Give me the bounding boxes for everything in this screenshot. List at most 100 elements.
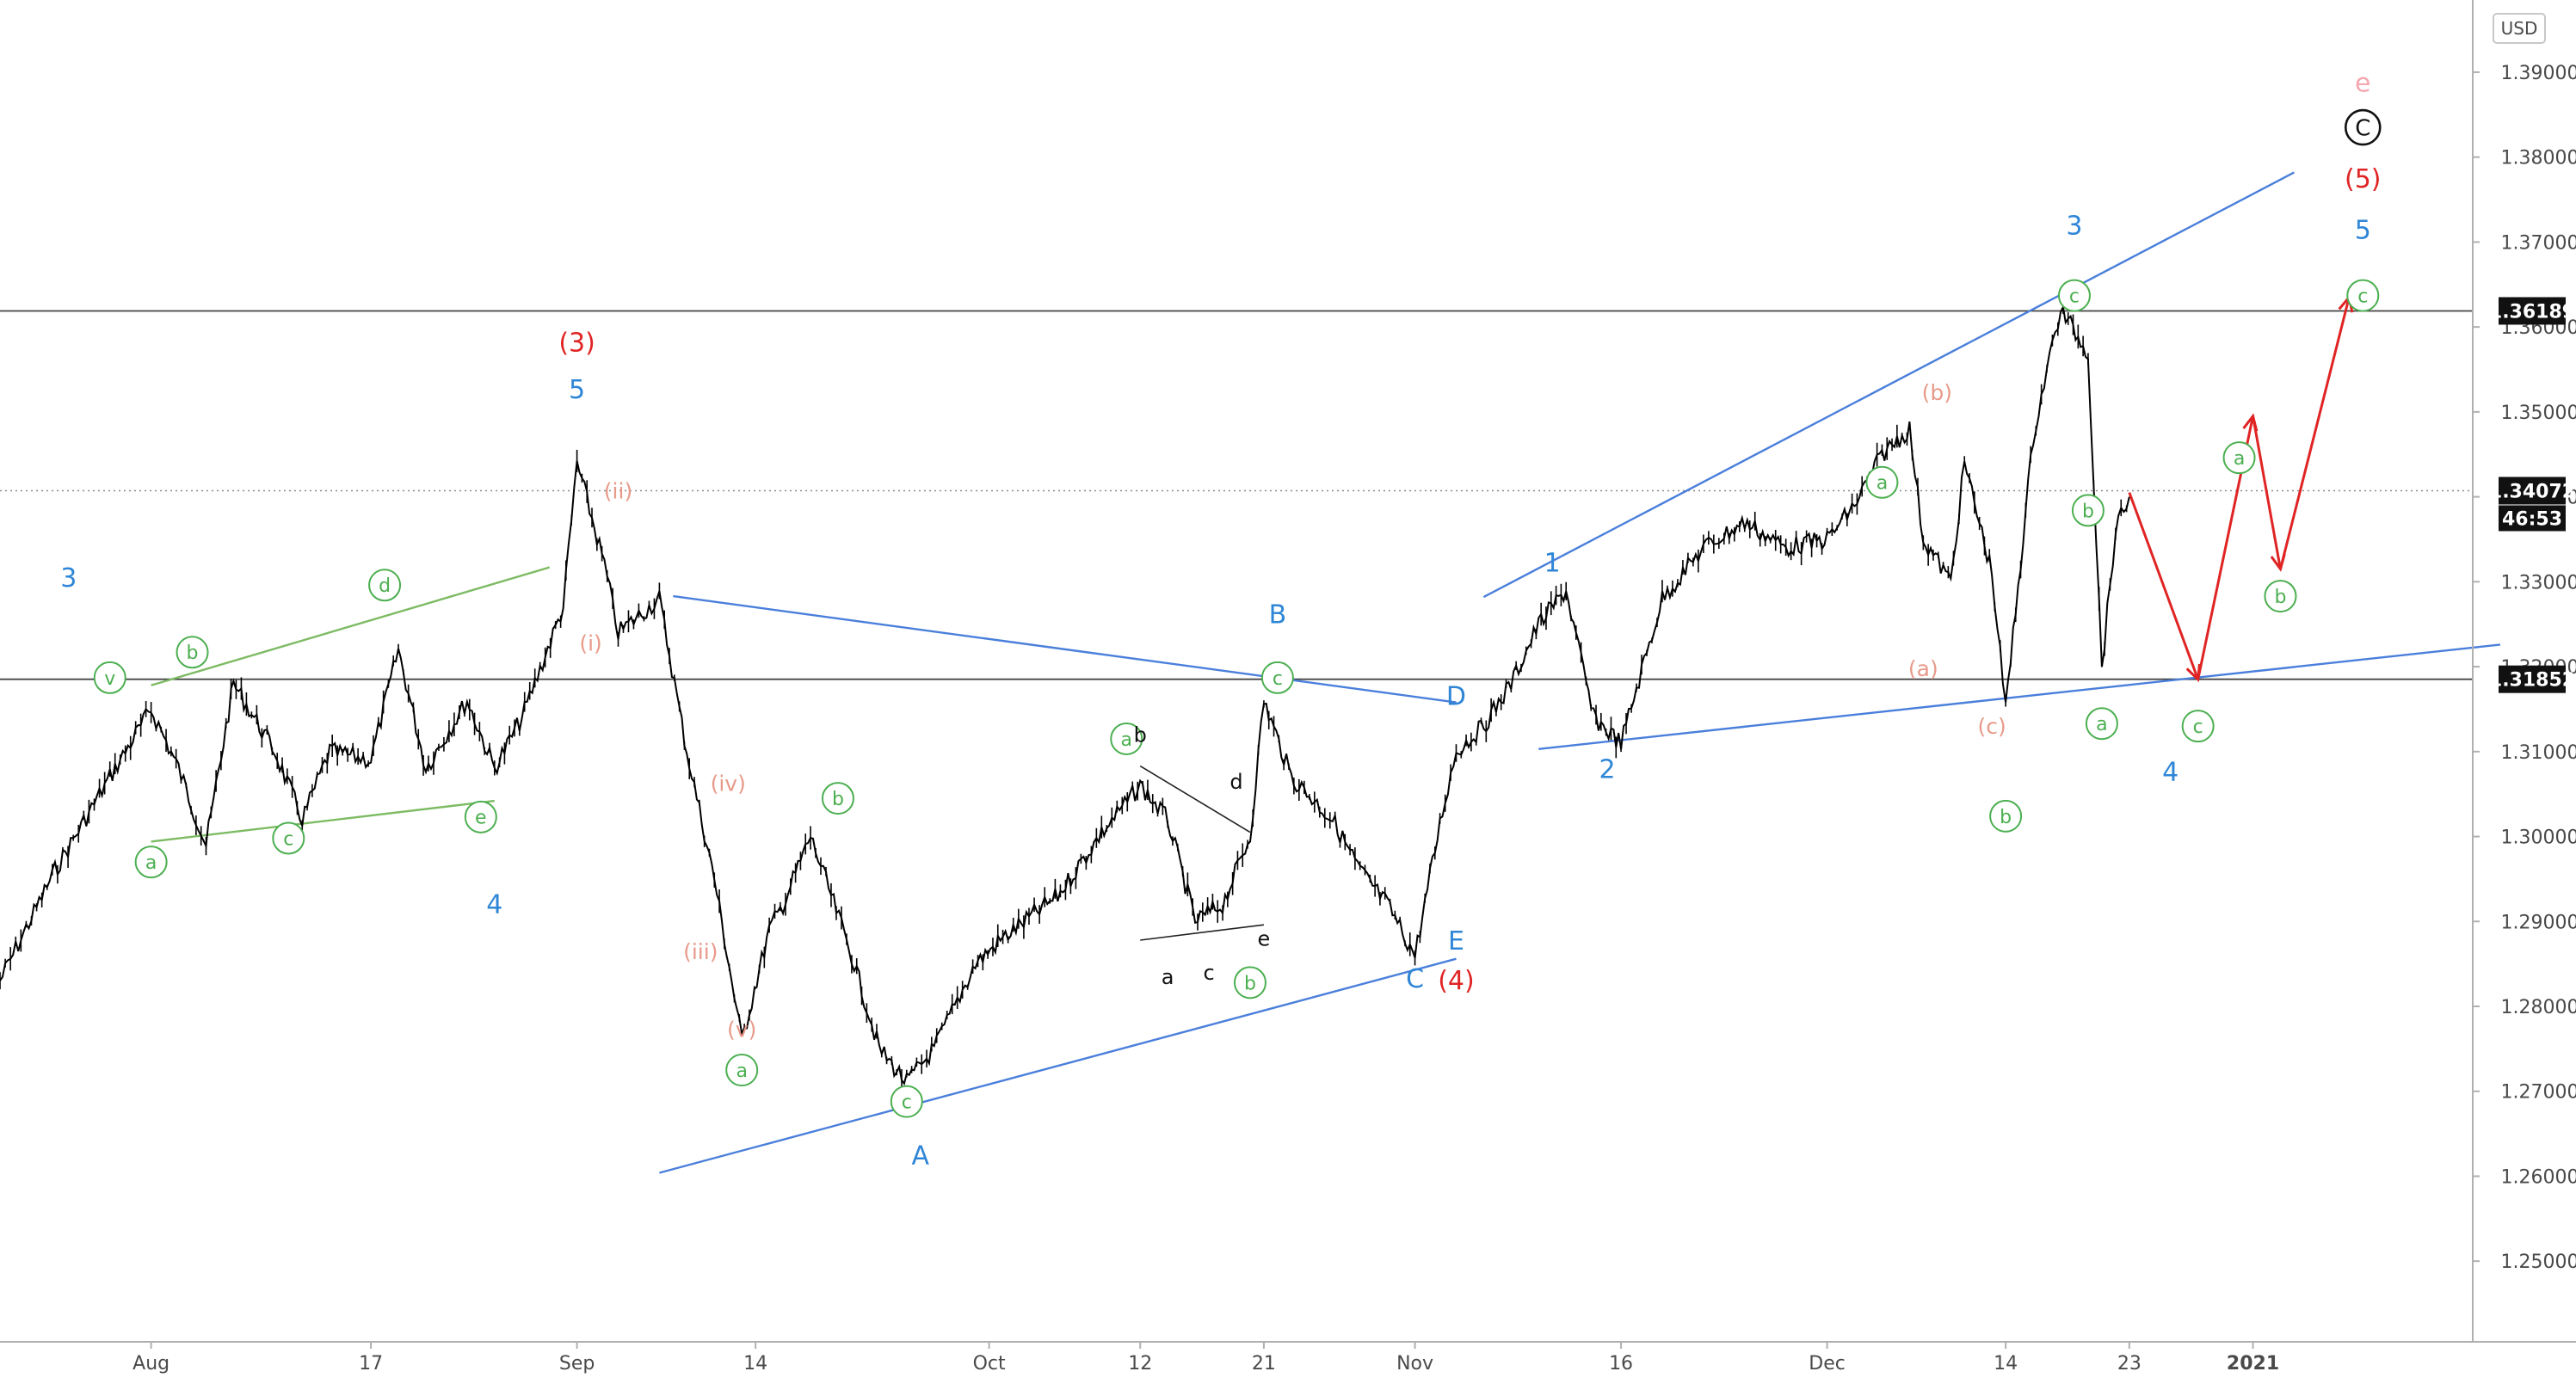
wave-label: (3) (558, 329, 595, 359)
wave-label: (5) (2345, 164, 2382, 194)
wave-label: a (2096, 714, 2107, 735)
wave-label-circle (2085, 707, 2118, 741)
wave-label: c (2069, 286, 2080, 308)
wave-label-circle (2181, 710, 2215, 743)
projection-path (2128, 294, 2354, 683)
x-tick-label: 14 (1994, 1353, 2018, 1375)
price-label-box (2499, 477, 2566, 505)
wave-label-circle (93, 661, 126, 694)
y-tick-label: 1.28000 (2501, 997, 2576, 1018)
wave-label: (iv) (711, 771, 746, 796)
wave-label-circle (1865, 465, 1899, 499)
price-series (0, 299, 2130, 1092)
x-tick-label: Nov (1396, 1353, 1433, 1375)
countdown-label: 46:53 (2502, 508, 2562, 530)
projection-segment (2252, 415, 2282, 569)
wave-label: 5 (2355, 215, 2371, 245)
projection-segment (2128, 492, 2200, 680)
wave-label-circle (464, 800, 497, 833)
wave-label: a (145, 852, 157, 874)
wave-label: (4) (1438, 966, 1475, 996)
x-tick-label: 23 (2117, 1353, 2142, 1375)
wave-label-circle (1233, 966, 1266, 999)
countdown-label-box (2499, 505, 2566, 532)
wave-label: (v) (727, 1018, 756, 1042)
projection-segment (2279, 297, 2351, 569)
wave-label-circle (1260, 661, 1294, 694)
wave-label-circle (2222, 441, 2256, 475)
wave-label: (i) (579, 630, 601, 655)
wave-label: (ii) (604, 479, 632, 504)
wave-label: 1 (1544, 548, 1561, 578)
wave-label-circle (176, 636, 209, 669)
wave-label-circle (368, 569, 402, 602)
price-label: 1.34072 (2489, 481, 2575, 502)
x-tick-label: 21 (1252, 1353, 1276, 1375)
wave-label: d (1229, 770, 1242, 794)
price-label-box (2499, 297, 2566, 325)
wave-label-circle (2057, 279, 2091, 312)
wave-label: (iii) (683, 939, 718, 964)
wave-label: b (187, 643, 199, 664)
wave-label: d (379, 575, 391, 597)
wave-label: c (2357, 286, 2368, 308)
wave-label: D (1446, 681, 1466, 711)
currency-badge[interactable]: USD (2493, 13, 2546, 44)
trendline (151, 566, 551, 686)
wave-labels: (3) 5 (ii) (i) (iv) (iii) (v) 3 4 A B C D E (4) 1 2 3 4 5 (5… (60, 69, 2382, 1172)
wave-label: e (475, 808, 487, 829)
wave-label: 3 (60, 563, 77, 594)
wave-label: a (1121, 729, 1132, 751)
y-tick-label: 1.37000 (2501, 232, 2576, 254)
wave-label: a (736, 1061, 747, 1082)
wave-label-circle (1989, 799, 2023, 833)
wave-label: (c) (1978, 714, 2006, 739)
x-tick-label: Aug (132, 1353, 169, 1375)
trendline (1538, 643, 2501, 751)
wave-label: b (2274, 587, 2286, 608)
wave-label: b (1134, 723, 1147, 747)
price-labels: 1.36189 1.31852 1.34072 46:53 (2489, 297, 2575, 693)
wave-label-circle (821, 782, 854, 815)
y-tick-label: 1.39000 (2501, 63, 2576, 84)
wave-label: B (1269, 600, 1287, 630)
wave-label: 5 (569, 375, 585, 405)
wave-label: e (2355, 69, 2370, 99)
trendline (1140, 924, 1265, 941)
wave-label: (a) (1908, 656, 1938, 681)
currency-label: USD (2501, 18, 2538, 39)
wave-label: c (283, 828, 293, 850)
wave-label-circle (134, 846, 168, 879)
wave-label: b (1244, 973, 1256, 994)
wave-label: A (912, 1141, 930, 1172)
trendline (673, 594, 1457, 704)
wave-label: v (104, 668, 115, 690)
wave-label: 4 (2162, 757, 2179, 787)
wave-label-circle (272, 821, 305, 855)
trendline (659, 957, 1457, 1174)
wave-label: E (1448, 926, 1464, 956)
wave-label-circle (2264, 580, 2297, 613)
wave-label: a (1877, 473, 1888, 495)
wave-label-circle (890, 1085, 923, 1118)
wave-label: 2 (1599, 754, 1616, 784)
wave-label: 4 (486, 889, 502, 919)
trendlines (151, 171, 2501, 1174)
wave-label: e (1258, 927, 1271, 951)
y-tick-label: 1.35000 (2501, 403, 2576, 424)
wave-label-circle (1110, 722, 1143, 755)
wave-label: c (2193, 717, 2203, 738)
wave-label: b (2082, 501, 2094, 522)
wave-label: c (1273, 668, 1283, 690)
x-tick-label: 17 (359, 1353, 383, 1375)
wave-label: 3 (2066, 211, 2082, 241)
x-tick-label: 12 (1128, 1353, 1152, 1375)
y-axis: 1.390001.380001.370001.360001.350001.340… (2472, 0, 2576, 1342)
wave-label-circle (2344, 108, 2382, 146)
wave-label-circle (725, 1054, 759, 1087)
wave-label: a (1162, 965, 1174, 989)
wave-label-circle (2071, 494, 2105, 527)
trendline (1482, 171, 2295, 599)
x-tick-label: 2021 (2227, 1353, 2279, 1375)
